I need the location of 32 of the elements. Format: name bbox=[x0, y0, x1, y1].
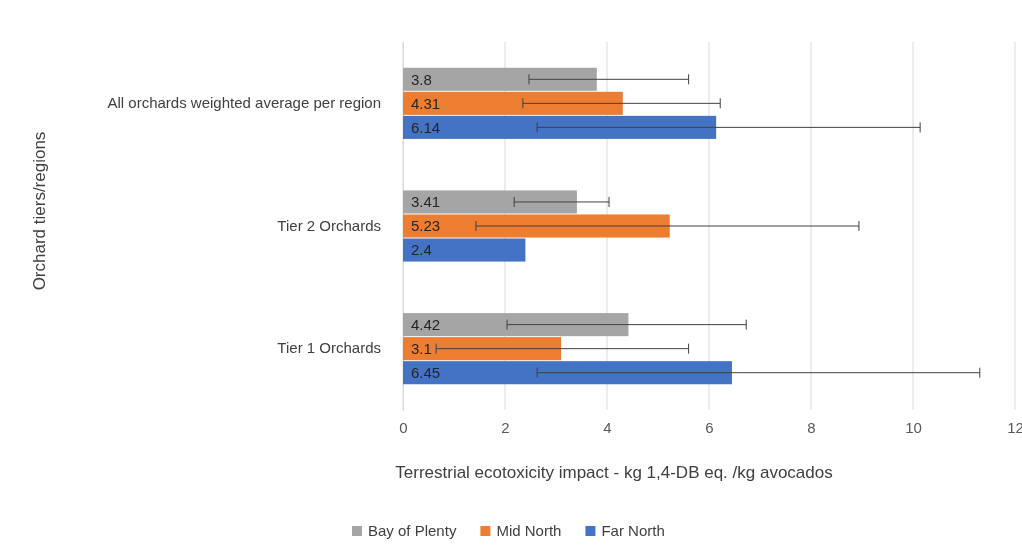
bar bbox=[403, 91, 623, 115]
data-label: 4.31 bbox=[411, 94, 441, 112]
bar bbox=[403, 115, 717, 139]
data-label: 3.1 bbox=[411, 339, 432, 357]
legend-label: Far North bbox=[601, 522, 665, 540]
data-label: 3.41 bbox=[411, 193, 441, 211]
x-tick-label: 8 bbox=[807, 418, 816, 436]
y-tick-label: Tier 2 Orchards bbox=[277, 216, 381, 234]
legend-label: Bay of Plenty bbox=[368, 522, 457, 540]
data-label: 2.4 bbox=[411, 241, 432, 259]
data-label: 6.45 bbox=[411, 363, 441, 381]
y-tick-label: Tier 1 Orchards bbox=[277, 339, 381, 357]
y-axis-title: Orchard tiers/regions bbox=[30, 131, 49, 291]
bar bbox=[403, 190, 577, 214]
bar bbox=[403, 214, 670, 238]
y-tick-label: All orchards weighted average per region bbox=[107, 94, 381, 112]
x-tick-label: 0 bbox=[399, 418, 408, 436]
x-axis-title: Terrestrial ecotoxicity impact - kg 1,4-DB eq. /kg avocados bbox=[395, 463, 833, 482]
bar bbox=[403, 67, 597, 91]
bar bbox=[403, 361, 732, 385]
data-label: 5.23 bbox=[411, 217, 441, 235]
x-tick-label: 4 bbox=[603, 418, 612, 436]
x-tick-label: 2 bbox=[501, 418, 510, 436]
bar bbox=[403, 238, 526, 262]
data-label: 3.8 bbox=[411, 70, 432, 88]
bar bbox=[403, 313, 629, 337]
x-tick-label: 10 bbox=[905, 418, 922, 436]
bar bbox=[403, 337, 562, 361]
data-label: 6.14 bbox=[411, 118, 441, 136]
data-label: 4.42 bbox=[411, 315, 441, 333]
legend-label: Mid North bbox=[496, 522, 562, 540]
x-tick-label: 6 bbox=[705, 418, 714, 436]
